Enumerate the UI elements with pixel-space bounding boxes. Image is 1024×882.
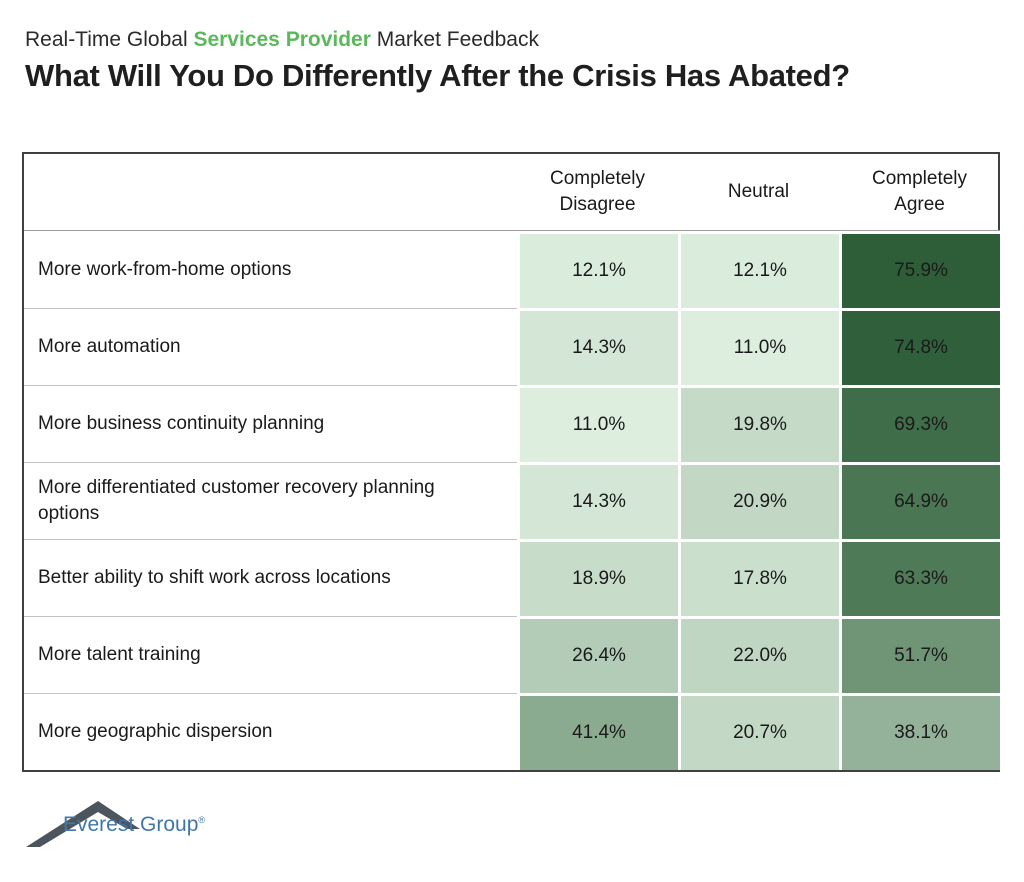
value-cell: 12.1% xyxy=(678,231,839,308)
feedback-table: Completely Disagree Neutral Completely A… xyxy=(22,152,1000,772)
value-cell: 20.9% xyxy=(678,462,839,539)
page-title: What Will You Do Differently After the C… xyxy=(25,58,850,93)
value-cell: 74.8% xyxy=(839,308,1000,385)
value-cell: 22.0% xyxy=(678,616,839,693)
column-header-completely-agree: Completely Agree xyxy=(839,154,1000,231)
value-cell: 20.7% xyxy=(678,693,839,770)
value-cell: 69.3% xyxy=(839,385,1000,462)
subtitle-prefix: Real-Time Global xyxy=(25,28,194,51)
value-cell: 14.3% xyxy=(517,462,678,539)
value-cell: 75.9% xyxy=(839,231,1000,308)
logo-name: Everest Group xyxy=(63,813,199,836)
value-cell: 19.8% xyxy=(678,385,839,462)
row-label: More automation xyxy=(24,308,517,385)
logo-text: Everest Group® xyxy=(63,813,205,837)
value-cell: 63.3% xyxy=(839,539,1000,616)
header-corner-cell xyxy=(24,154,517,231)
row-label: Better ability to shift work across loca… xyxy=(24,539,517,616)
value-cell: 11.0% xyxy=(678,308,839,385)
subtitle-suffix: Market Feedback xyxy=(370,28,539,51)
value-cell: 14.3% xyxy=(517,308,678,385)
value-cell: 41.4% xyxy=(517,693,678,770)
subtitle-highlight: Services Provider xyxy=(193,28,371,51)
row-label: More differentiated customer recovery pl… xyxy=(24,462,517,539)
row-label: More geographic dispersion xyxy=(24,693,517,770)
row-label: More work-from-home options xyxy=(24,231,517,308)
value-cell: 11.0% xyxy=(517,385,678,462)
registered-mark: ® xyxy=(198,815,206,825)
value-cell: 38.1% xyxy=(839,693,1000,770)
value-cell: 18.9% xyxy=(517,539,678,616)
column-header-neutral: Neutral xyxy=(678,154,839,231)
value-cell: 64.9% xyxy=(839,462,1000,539)
value-cell: 51.7% xyxy=(839,616,1000,693)
subtitle: Real-Time Global Services Provider Marke… xyxy=(25,28,539,52)
value-cell: 17.8% xyxy=(678,539,839,616)
everest-logo: Everest Group® xyxy=(24,793,234,855)
mountain-icon xyxy=(26,801,140,847)
row-label: More business continuity planning xyxy=(24,385,517,462)
value-cell: 12.1% xyxy=(517,231,678,308)
column-header-completely-disagree: Completely Disagree xyxy=(517,154,678,231)
value-cell: 26.4% xyxy=(517,616,678,693)
row-label: More talent training xyxy=(24,616,517,693)
